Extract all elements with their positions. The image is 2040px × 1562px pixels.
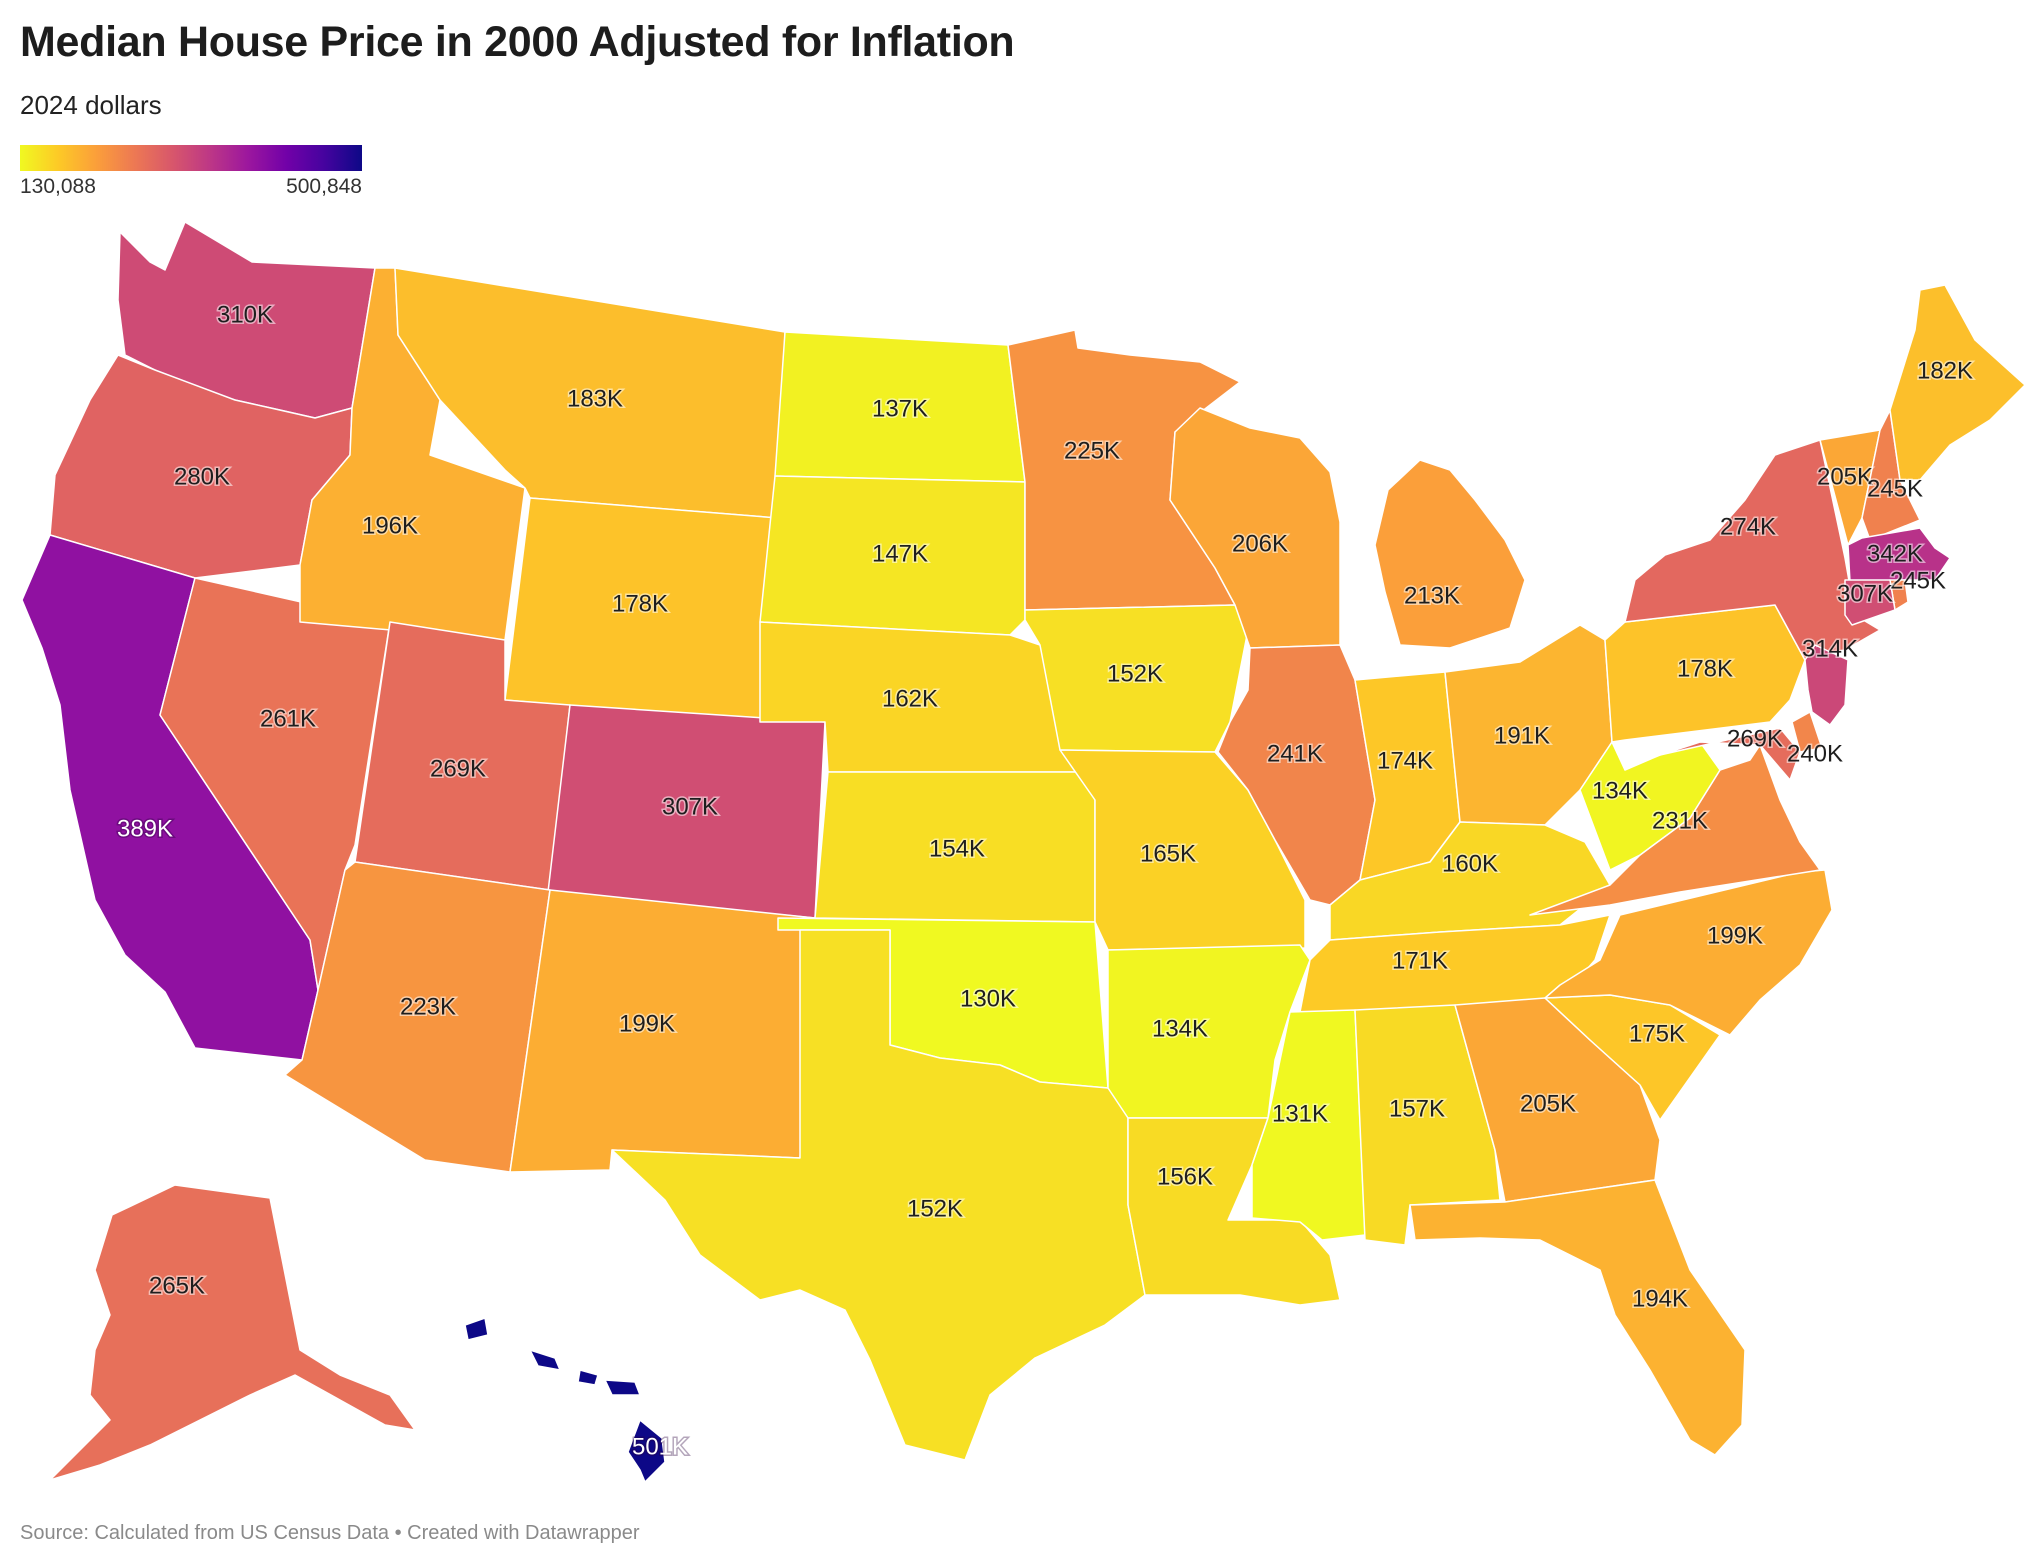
state-de[interactable] [1791, 711, 1823, 753]
state-label-ms: 131K [1272, 1100, 1328, 1127]
state-label-sc: 175K [1629, 1020, 1685, 1047]
state-label-de: 240K [1787, 740, 1843, 767]
state-label-pa: 178K [1677, 655, 1733, 682]
state-label-nj: 314K [1802, 635, 1858, 662]
state-md[interactable] [1659, 727, 1801, 781]
state-label-id: 196K [362, 512, 418, 539]
state-me[interactable] [1889, 284, 2026, 481]
state-mi[interactable] [1374, 459, 1526, 649]
state-label-al: 157K [1389, 1095, 1445, 1122]
chart-subtitle: 2024 dollars [20, 90, 162, 120]
state-label-wi: 206K [1232, 530, 1288, 557]
state-label-ma: 342K [1867, 540, 1923, 567]
state-label-ak: 265K [149, 1272, 205, 1299]
state-sd[interactable] [759, 475, 1026, 636]
state-label-ga: 205K [1520, 1090, 1576, 1117]
state-label-or: 280K [174, 463, 230, 490]
state-fl[interactable] [1409, 1179, 1746, 1456]
state-label-tn: 171K [1392, 947, 1448, 974]
state-ct[interactable] [1844, 579, 1896, 626]
state-wi[interactable] [1169, 407, 1341, 649]
state-label-ri: 245K [1890, 567, 1946, 594]
state-label-ky: 160K [1442, 850, 1498, 877]
state-label-co: 307K [662, 793, 718, 820]
state-label-ok: 130K [960, 985, 1016, 1012]
state-label-tx: 152K [907, 1195, 963, 1222]
state-label-nh: 245K [1867, 475, 1923, 502]
state-wv[interactable] [1579, 741, 1721, 871]
hawaii-islet [604, 1379, 641, 1396]
state-label-ia: 152K [1107, 660, 1163, 687]
state-label-ca: 389K [117, 815, 173, 842]
state-label-ne: 162K [882, 685, 938, 712]
hawaii-islet [529, 1349, 561, 1371]
state-label-ar: 134K [1152, 1015, 1208, 1042]
state-label-md: 269K [1727, 725, 1783, 752]
state-label-me: 182K [1917, 357, 1973, 384]
state-label-ct: 307K [1837, 580, 1893, 607]
state-label-nc: 199K [1707, 922, 1763, 949]
source-note: Source: Calculated from US Census Data •… [20, 1522, 640, 1544]
state-label-il: 241K [1267, 740, 1323, 767]
state-label-ks: 154K [929, 835, 985, 862]
state-label-mo: 165K [1140, 840, 1196, 867]
state-label-fl: 194K [1632, 1285, 1688, 1312]
state-label-ny: 274K [1720, 513, 1776, 540]
state-ar[interactable] [1107, 944, 1311, 1119]
legend-max-label: 500,848 [286, 175, 362, 198]
state-label-az: 223K [400, 993, 456, 1020]
state-label-mt: 183K [567, 385, 623, 412]
state-label-vt: 205K [1817, 463, 1873, 490]
hawaii-islet [464, 1317, 489, 1341]
state-label-mi: 213K [1404, 582, 1460, 609]
legend-gradient-bar [20, 145, 362, 171]
state-label-va: 231K [1652, 807, 1708, 834]
state-label-sd: 147K [872, 540, 928, 567]
state-label-mn: 225K [1064, 437, 1120, 464]
state-mo[interactable] [1059, 749, 1306, 951]
state-ak[interactable] [49, 1184, 416, 1481]
state-label-nd: 137K [872, 395, 928, 422]
hawaii-islet [577, 1369, 599, 1386]
state-label-wa: 310K [217, 301, 273, 328]
state-label-oh: 191K [1494, 722, 1550, 749]
state-label-wv: 134K [1592, 777, 1648, 804]
state-nc[interactable] [1544, 869, 1833, 1036]
state-hi[interactable] [627, 1419, 666, 1483]
state-label-hi: 501K [632, 1433, 688, 1460]
state-nj[interactable] [1804, 644, 1849, 726]
chart-title: Median House Price in 2000 Adjusted for … [20, 18, 1015, 66]
state-label-la: 156K [1157, 1163, 1213, 1190]
state-label-ut: 269K [430, 755, 486, 782]
state-label-in: 174K [1377, 747, 1433, 774]
state-label-wy: 178K [612, 590, 668, 617]
state-label-nm: 199K [619, 1010, 675, 1037]
state-label-nv: 261K [260, 705, 316, 732]
legend-min-label: 130,088 [20, 175, 96, 198]
color-legend: 130,088 500,848 [20, 145, 362, 198]
state-tx[interactable] [611, 929, 1146, 1461]
